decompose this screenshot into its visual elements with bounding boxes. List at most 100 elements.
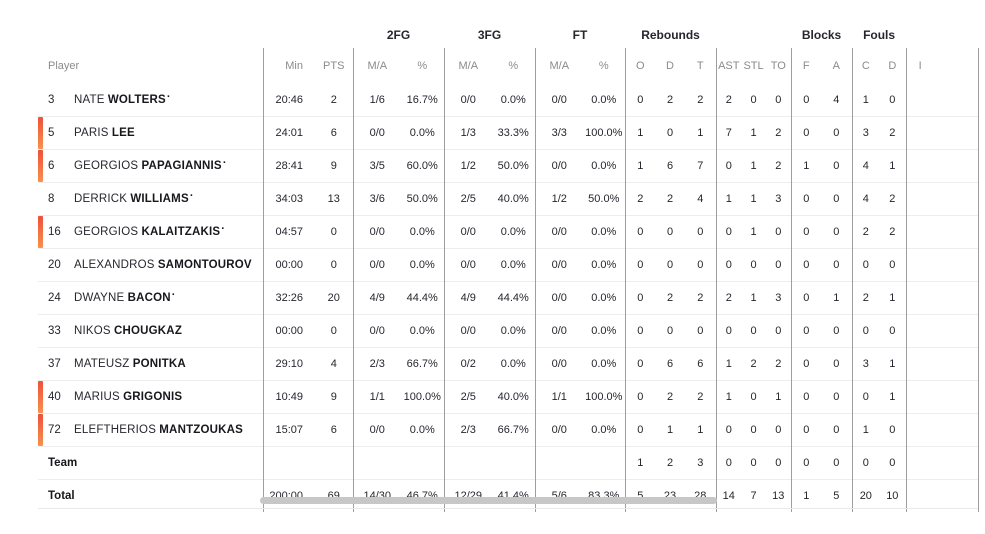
- player-cell[interactable]: 5 PARIS LEE: [38, 116, 263, 150]
- cell-ft-ma: 3/3: [534, 116, 583, 150]
- cell-reb-d: 0: [655, 248, 686, 282]
- cell-foul-d: 2: [879, 116, 907, 150]
- cell-ft-ma: 0/0: [534, 215, 583, 249]
- player-cell[interactable]: 40 MARIUS GRIGONIS: [38, 380, 263, 414]
- cell-ast: 2: [715, 84, 742, 117]
- player-cell[interactable]: Team: [38, 446, 263, 480]
- cell-index-partial: [905, 149, 979, 183]
- cell-index-partial: [905, 215, 979, 249]
- cell-pts: 0: [315, 248, 353, 282]
- cell-reb-d: 0: [655, 314, 686, 348]
- cell-reb-d: 2: [666, 94, 674, 106]
- player-cell[interactable]: Total: [38, 479, 263, 512]
- col-header-reb-t: T: [696, 60, 704, 72]
- cell-reb-o: 5: [624, 479, 656, 512]
- cell-ast: 2: [715, 281, 742, 315]
- cell-3fg-pct: 50.0%: [492, 149, 535, 183]
- player-cell[interactable]: 20 ALEXANDROS SAMONTOUROV: [38, 248, 263, 282]
- cell-blk-f: 0: [790, 446, 822, 480]
- cell-reb-o: 1: [624, 446, 656, 480]
- player-cell[interactable]: 33 NIKOS CHOUGKAZ: [38, 314, 263, 348]
- cell-to: 0: [766, 248, 792, 282]
- group-header-2fg: 2FG: [386, 28, 411, 42]
- cell-reb-t: 0: [685, 248, 717, 282]
- row-label: Team: [48, 457, 78, 469]
- cell-2fg-pct: [401, 446, 444, 480]
- cell-min: 20:46: [262, 84, 315, 117]
- horizontal-scrollbar-thumb[interactable]: [260, 497, 717, 504]
- table-row: Team 1 2 3 0 0 0 0 0 0 0: [38, 446, 979, 480]
- cell-blk-a: 0: [821, 446, 853, 480]
- cell-ft-ma: 1/1: [534, 380, 583, 414]
- cell-ft-ma: 0/0: [534, 413, 583, 447]
- cell-reb-d: 6: [655, 347, 686, 381]
- cell-foul-d: 0: [879, 446, 907, 480]
- cell-blk-f: 0: [790, 116, 822, 150]
- cell-stl: 0: [750, 94, 757, 106]
- cell-2fg-pct: 100.0%: [401, 380, 444, 414]
- table-row: 8 DERRICK WILLIAMS· 34:03 13 3/6 50.0% 2/…: [38, 182, 979, 216]
- cell-3fg-ma: 2/5: [443, 380, 492, 414]
- cell-ft-pct: 0.0%: [583, 248, 626, 282]
- cell-2fg-pct: 46.7%: [401, 479, 444, 512]
- cell-3fg-pct: 41.4%: [492, 479, 535, 512]
- player-first-name: DWAYNE: [74, 292, 125, 304]
- player-cell[interactable]: 16 GEORGIOS KALAITZAKIS·: [38, 215, 263, 249]
- cell-stl: 2: [741, 347, 767, 381]
- col-header-ast: AST: [715, 48, 742, 84]
- cell-to: 0: [766, 314, 792, 348]
- player-cell[interactable]: 37 MATEUSZ PONITKA: [38, 347, 263, 381]
- cell-to: 0: [775, 94, 782, 106]
- cell-foul-d: 10: [879, 479, 907, 512]
- cell-reb-t: 0: [685, 215, 717, 249]
- cell-blk-a: 0: [821, 182, 853, 216]
- cell-ft-ma: 0/0: [534, 281, 583, 315]
- cell-blk-a: 0: [821, 380, 853, 414]
- player-cell[interactable]: 3 NATE WOLTERS·: [38, 84, 263, 117]
- cell-blk-f: 0: [790, 347, 822, 381]
- cell-pts: 2: [330, 94, 337, 106]
- cell-index-partial: [905, 182, 979, 216]
- cell-2fg-pct: 0.0%: [401, 215, 444, 249]
- cell-to: 13: [766, 479, 792, 512]
- cell-stl: 0: [741, 446, 767, 480]
- col-header-foul-d: D: [888, 60, 897, 72]
- player-cell[interactable]: 8 DERRICK WILLIAMS·: [38, 182, 263, 216]
- player-last-name: WILLIAMS: [130, 193, 189, 205]
- cell-reb-d: 23: [655, 479, 686, 512]
- cell-ft-ma: 0/0: [534, 314, 583, 348]
- cell-pts: 20: [315, 281, 353, 315]
- player-number: 33: [48, 325, 61, 337]
- group-header-rebounds: Rebounds: [641, 28, 700, 42]
- player-last-name: MANTZOUKAS: [159, 424, 244, 436]
- col-header-stl: STL: [743, 60, 764, 72]
- cell-index-partial: [905, 314, 979, 348]
- cell-foul-d: 0: [879, 248, 907, 282]
- player-cell[interactable]: 6 GEORGIOS PAPAGIANNIS·: [38, 149, 263, 183]
- player-last-name: LEE: [111, 127, 135, 139]
- group-header-row: 2FG 3FG FT Rebounds Blocks Fouls: [38, 22, 978, 48]
- cell-blk-a: 0: [821, 149, 853, 183]
- cell-blk-f: 1: [790, 479, 822, 512]
- cell-blk-a: 0: [821, 314, 853, 348]
- player-last-name: SAMONTOUROV: [157, 259, 252, 271]
- cell-ft-pct: 0.0%: [583, 413, 626, 447]
- cell-pts: 6: [315, 413, 353, 447]
- cell-min: 15:07: [262, 413, 315, 447]
- player-cell[interactable]: 72 ELEFTHERIOS MANTZOUKAS: [38, 413, 263, 447]
- group-header-3fg: 3FG: [477, 28, 502, 42]
- cell-stl: 0: [741, 380, 767, 414]
- cell-3fg-ma: 1/2: [443, 149, 492, 183]
- cell-reb-t: 3: [685, 446, 717, 480]
- player-cell[interactable]: 24 DWAYNE BACON·: [38, 281, 263, 315]
- col-header-index-partial: I: [905, 48, 979, 84]
- cell-3fg-pct: 44.4%: [492, 281, 535, 315]
- player-first-name: DERRICK: [74, 193, 128, 205]
- cell-ft-pct: 0.0%: [583, 347, 626, 381]
- cell-2fg-pct: 0.0%: [401, 314, 444, 348]
- cell-ft-pct: 0.0%: [583, 215, 626, 249]
- cell-2fg-pct: 44.4%: [401, 281, 444, 315]
- cell-reb-t: 2: [685, 281, 717, 315]
- cell-index-partial: [905, 347, 979, 381]
- cell-index-partial: [905, 281, 979, 315]
